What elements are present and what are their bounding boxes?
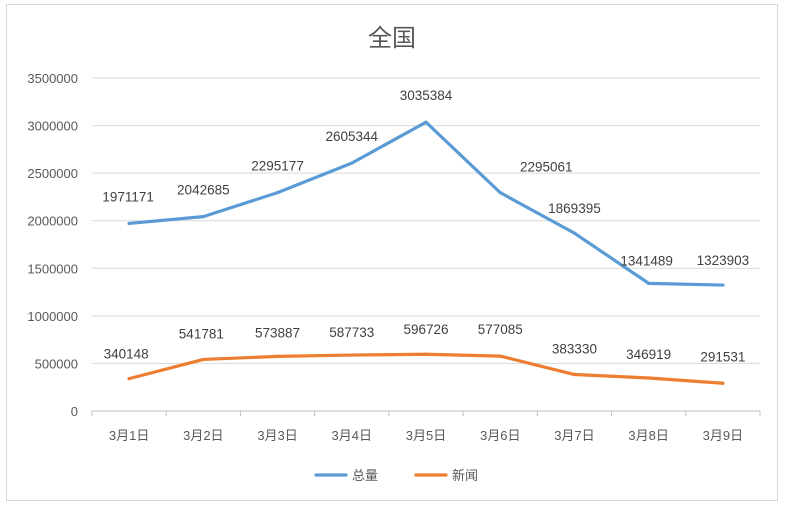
x-tick-label: 3月7日 [554, 428, 594, 443]
data-label: 340148 [104, 347, 149, 362]
data-label: 587733 [329, 325, 374, 340]
y-tick-label: 3500000 [27, 71, 78, 86]
data-label: 2042685 [177, 183, 230, 198]
data-label: 383330 [552, 342, 597, 357]
y-tick-label: 500000 [35, 356, 78, 371]
y-tick-label: 0 [71, 404, 78, 419]
x-tick-label: 3月5日 [406, 428, 446, 443]
data-label: 2295177 [251, 159, 304, 174]
data-point [201, 215, 205, 219]
x-tick-label: 3月8日 [628, 428, 668, 443]
x-tick-label: 3月3日 [257, 428, 297, 443]
x-tick-label: 3月2日 [183, 428, 223, 443]
data-label: 577085 [478, 322, 523, 337]
data-point [498, 191, 502, 195]
data-label: 2605344 [325, 129, 378, 144]
data-point [127, 221, 131, 226]
series-lines [127, 120, 725, 385]
legend: 总量 新闻 [314, 468, 478, 484]
data-point [350, 161, 354, 165]
data-label: 1971171 [102, 189, 154, 204]
data-point [647, 376, 651, 380]
data-label: 1341489 [620, 253, 673, 268]
data-point [498, 354, 502, 358]
chart-title: 全国 [368, 24, 416, 52]
data-label: 1323903 [697, 253, 750, 268]
data-point [424, 120, 428, 124]
data-label: 346919 [626, 347, 671, 362]
data-point [127, 377, 131, 381]
data-point [572, 372, 577, 377]
data-label: 596726 [403, 322, 448, 337]
x-tick-label: 3月1日 [109, 428, 149, 443]
x-tick-label: 3月6日 [480, 428, 520, 443]
legend-label: 总量 [352, 469, 378, 484]
y-tick-label: 1000000 [27, 309, 78, 324]
data-labels: 1971171 2042685 2295177 2605344 3035384 22950… [102, 88, 749, 364]
y-axis: 0 500000 1000000 1500000 2000000 2500000 30000… [27, 71, 78, 419]
data-point [424, 352, 428, 356]
y-tick-label: 1500000 [27, 261, 78, 276]
data-point [647, 281, 651, 285]
data-point [721, 381, 725, 385]
data-point [721, 283, 725, 287]
gridlines [92, 77, 760, 412]
legend-label: 新闻 [452, 468, 478, 484]
x-axis: 3月1日 3月2日 3月3日 3月4日 3月5日 3月6日 3月7日 3月8日 3月9日 [91, 411, 761, 443]
data-label: 573887 [255, 325, 300, 340]
data-point [275, 191, 280, 195]
y-tick-label: 3000000 [27, 119, 78, 134]
data-point [201, 357, 205, 362]
chart-frame [6, 4, 778, 501]
data-point [350, 353, 354, 357]
data-label: 1869395 [548, 201, 601, 216]
x-tick-label: 3月4日 [332, 428, 372, 443]
data-point [275, 354, 280, 358]
x-tick-label: 3月9日 [703, 428, 743, 443]
data-label: 291531 [700, 349, 745, 364]
data-label: 541781 [179, 326, 224, 341]
data-point [572, 231, 577, 235]
data-label: 2295061 [520, 160, 573, 175]
y-tick-label: 2000000 [27, 214, 78, 229]
data-label: 3035384 [400, 88, 453, 103]
y-tick-label: 2500000 [27, 166, 78, 181]
